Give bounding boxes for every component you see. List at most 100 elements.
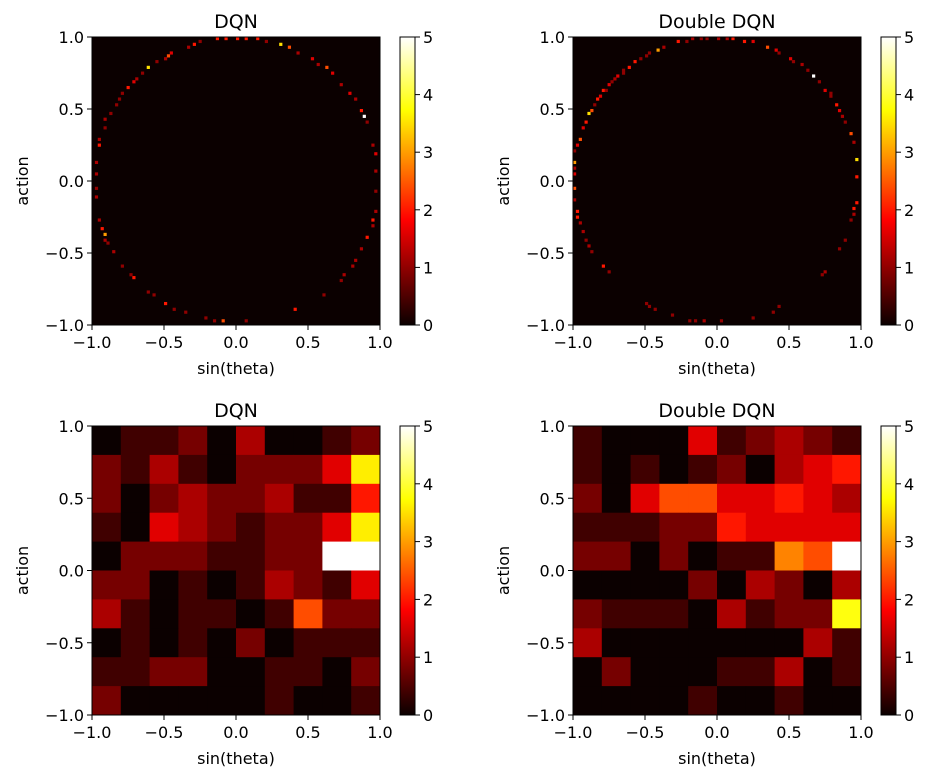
heatmap-cell — [351, 657, 381, 687]
heatmap-cell — [751, 316, 755, 320]
colorbar-tick-label: 2 — [423, 201, 433, 220]
heatmap-cell — [659, 483, 689, 514]
colorbar-tick-label: 0 — [423, 316, 433, 335]
heatmap-cell — [120, 512, 151, 543]
heatmap-cell — [207, 570, 237, 600]
heatmap-cell — [236, 657, 266, 687]
heatmap-cell — [322, 454, 352, 485]
heatmap-cell — [322, 483, 352, 514]
heatmap-cell — [264, 628, 295, 658]
heatmap-cell — [717, 599, 747, 629]
heatmap-cell — [717, 657, 747, 687]
heatmap-cell — [374, 209, 378, 213]
heatmap-cell — [645, 301, 649, 306]
heatmap-cell — [244, 37, 248, 41]
heatmap-cell — [774, 570, 804, 600]
heatmap-cell — [149, 454, 179, 485]
heatmap-cell — [601, 628, 632, 658]
y-axis-label: action — [494, 546, 513, 595]
heatmap-cell — [106, 241, 110, 245]
heatmap-cell — [135, 77, 139, 81]
y-axis-label: action — [13, 546, 32, 595]
heatmap-cell — [351, 628, 381, 658]
heatmap-cell — [97, 218, 101, 222]
colorbar-tick-label: 1 — [423, 648, 433, 667]
heatmap-cell — [662, 45, 666, 49]
heatmap-cell — [832, 541, 862, 571]
chart-title: Double DQN — [658, 11, 775, 33]
heatmap-cell — [774, 48, 778, 52]
heatmap-cell — [659, 512, 689, 543]
heatmap-cell — [800, 62, 804, 67]
heatmap-cell — [573, 172, 577, 176]
heatmap-cell — [264, 39, 268, 44]
heatmap-cell — [115, 103, 119, 107]
heatmap-cell — [688, 541, 718, 571]
colorbar-tick-label: 2 — [904, 590, 914, 609]
heatmap-cell — [601, 686, 632, 716]
heatmap-cell — [236, 570, 266, 600]
heatmap-cell — [855, 175, 859, 179]
chart-title: DQN — [214, 11, 258, 33]
heatmap-cell — [630, 570, 660, 600]
heatmap-cell — [359, 109, 364, 113]
heatmap-cell — [832, 599, 862, 629]
heatmap-cell — [774, 541, 804, 571]
heatmap-cell — [774, 599, 804, 629]
heatmap-cell — [840, 114, 845, 118]
y-tick-label: 0.0 — [540, 172, 565, 191]
y-tick-label: 0.0 — [59, 172, 84, 191]
heatmap-cell — [264, 599, 295, 629]
heatmap-cell — [178, 686, 208, 716]
heatmap-cell — [132, 80, 136, 84]
heatmap-cell — [688, 454, 718, 485]
heatmap-cell — [573, 628, 603, 658]
heatmap-cell — [204, 316, 208, 320]
y-tick-label: −0.5 — [526, 244, 565, 263]
heatmap-cell — [705, 37, 709, 41]
heatmap-cell — [264, 541, 295, 571]
colorbar-tick-label: 5 — [904, 28, 914, 47]
heatmap-cell — [207, 454, 237, 485]
colorbar-tick-label: 0 — [423, 706, 433, 725]
heatmap-cell — [224, 37, 228, 41]
heatmap-cell — [149, 541, 179, 571]
colorbar-tick-label: 4 — [423, 475, 433, 494]
heatmap-cell — [587, 244, 591, 248]
heatmap-cell — [613, 77, 617, 81]
heatmap-cell — [717, 570, 747, 600]
heatmap-cell — [351, 570, 381, 600]
heatmap-cell — [717, 483, 747, 514]
heatmap-cell — [575, 215, 580, 219]
heatmap-cell — [832, 483, 862, 514]
heatmap-cell — [803, 657, 833, 687]
heatmap-cell — [207, 541, 237, 571]
heatmap-cell — [630, 541, 660, 571]
heatmap-cell — [593, 103, 597, 107]
heatmap-cell — [832, 570, 862, 600]
colorbar-tick-label: 1 — [423, 258, 433, 277]
heatmap-cell — [774, 686, 804, 716]
heatmap-cell — [149, 512, 179, 543]
heatmap-cell — [647, 51, 652, 55]
colorbar-tick-label: 3 — [904, 143, 914, 162]
heatmap-cell — [573, 149, 577, 153]
heatmap-cell — [659, 426, 689, 456]
heatmap-cell — [236, 426, 266, 456]
heatmap-cell — [293, 483, 323, 514]
heatmap-cell — [852, 206, 856, 211]
heatmap-cell — [178, 628, 208, 658]
heatmap-cell — [236, 454, 266, 485]
heatmap-cell — [103, 117, 107, 121]
colorbar-tick-label: 1 — [904, 648, 914, 667]
y-tick-label: 0.5 — [540, 489, 565, 508]
heatmap-cell — [293, 570, 323, 600]
heatmap-cell — [742, 39, 747, 44]
colorbar-tick-label: 5 — [423, 417, 433, 436]
y-tick-label: −1.0 — [45, 316, 84, 335]
colorbar-tick-label: 5 — [423, 28, 433, 47]
heatmap-cell — [132, 276, 136, 280]
heatmap-cell — [351, 599, 381, 629]
colorbar-tick-label: 3 — [423, 533, 433, 552]
heatmap-cell — [92, 512, 122, 543]
